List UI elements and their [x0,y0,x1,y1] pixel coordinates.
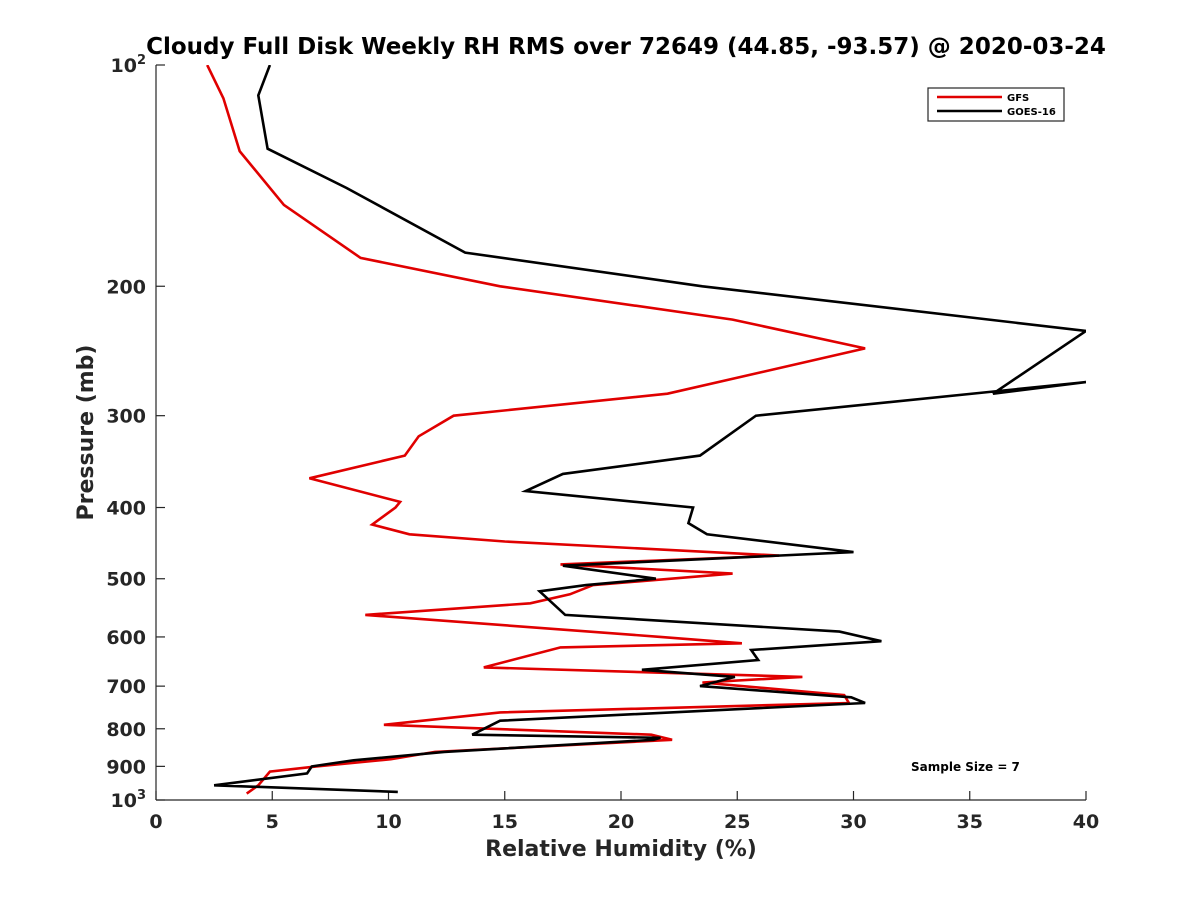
y-axis-title: Pressure (mb) [74,345,99,521]
x-tick-label: 15 [492,811,518,833]
x-tick-label: 10 [375,811,401,833]
y-tick-label: 900 [106,756,146,778]
series-group [206,65,1086,795]
x-tick-label: 5 [266,811,279,833]
chart-title: Cloudy Full Disk Weekly RH RMS over 7264… [146,34,1106,60]
x-tick-label: 40 [1073,811,1099,833]
legend-label-gfs: GFS [1007,93,1029,104]
plot-area: Cloudy Full Disk Weekly RH RMS over 7264… [74,34,1106,862]
y-tick-label: 300 [106,406,146,428]
y-tick-label: 800 [106,719,146,741]
y-tick-label: 600 [106,627,146,649]
x-tick-label: 35 [957,811,983,833]
y-tick-label: 500 [106,569,146,591]
x-tick-label: 0 [149,811,162,833]
legend: GFS GOES-16 [927,87,1065,122]
legend-box [927,87,1065,122]
y-tick-label: 103 [111,788,147,812]
sample-size-annotation: Sample Size = 7 [911,760,1020,774]
series-line-gfs [206,65,866,795]
x-axis-title: Relative Humidity (%) [485,837,757,862]
series-line-goes-16 [213,65,1086,794]
y-tick-label: 400 [106,498,146,520]
y-tick-label: 200 [106,276,146,298]
y-tick-label: 700 [106,676,146,698]
x-tick-label: 25 [724,811,750,833]
x-tick-label: 20 [608,811,634,833]
x-tick-label: 30 [840,811,866,833]
legend-label-goes-16: GOES-16 [1007,107,1056,118]
y-tick-label: 102 [111,53,147,77]
